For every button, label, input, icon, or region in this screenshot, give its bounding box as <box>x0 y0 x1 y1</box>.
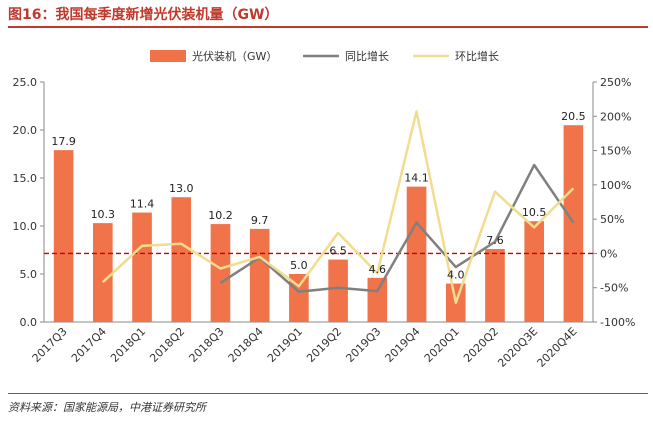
x-tick-label: 2018Q4 <box>226 325 266 365</box>
series-line-环比增长 <box>101 110 575 305</box>
bar-2020Q4E <box>563 125 584 322</box>
y-right-tick-label: -50% <box>600 282 628 295</box>
y-left-tick-label: 25.0 <box>13 76 38 89</box>
x-tick-label: 2020Q4E <box>535 325 580 370</box>
bar-value-label: 7.6 <box>486 234 504 247</box>
bar-value-label: 14.1 <box>404 172 429 185</box>
y-right-tick-label: 50% <box>600 213 624 226</box>
chart-canvas: 光伏装机（GW） 同比增长 环比增长 0.0 5.0 10.0 15.0 20.0 25.0 -… <box>13 49 636 370</box>
x-tick-label: 2018Q2 <box>147 325 187 365</box>
line-series <box>101 110 575 305</box>
series-line-同比增长 <box>219 163 575 294</box>
x-tick-label: 2020Q3E <box>495 325 540 370</box>
bar-2018Q4 <box>249 228 270 322</box>
x-tick-label: 2019Q2 <box>304 325 344 365</box>
x-tick-label: 2019Q4 <box>383 325 423 365</box>
title-rule <box>8 26 648 28</box>
bar-2019Q2 <box>328 259 348 322</box>
bar-value-label: 10.2 <box>208 209 233 222</box>
y-right-tick-label: 100% <box>600 179 631 192</box>
source-rule <box>8 393 648 394</box>
y-right-tick-label: 0% <box>600 247 617 260</box>
legend-swatch-bar <box>150 50 186 62</box>
bar-2020Q2 <box>485 249 505 322</box>
x-tick-label: 2019Q3 <box>343 325 383 365</box>
legend-label: 同比增长 <box>345 49 389 63</box>
bar-value-label: 20.5 <box>561 110 586 123</box>
bar-value-label: 4.6 <box>369 263 387 276</box>
y-left-tick-label: 0.0 <box>20 316 38 329</box>
source-note: 资料来源：国家能源局，中港证券研究所 <box>8 401 206 414</box>
legend-label: 环比增长 <box>455 49 499 63</box>
y-left-tick-label: 10.0 <box>13 220 38 233</box>
bar-value-label: 4.0 <box>447 269 465 282</box>
figure-title: 图16：我国每季度新增光伏装机量（GW） <box>8 7 279 23</box>
bar-2018Q2 <box>171 197 192 322</box>
y-right-tick-label: 250% <box>600 76 631 89</box>
bar-2017Q4 <box>93 223 113 322</box>
bar-value-label: 10.3 <box>91 208 116 221</box>
x-axis-labels: 2017Q3 2017Q4 2018Q1 2018Q2 2018Q3 2018Q4 2019… <box>30 325 580 370</box>
data-labels: 17.9 10.3 11.4 13.0 10.2 9.7 5.0 6.5 4.6 14.1 4.0 7… <box>51 110 585 281</box>
bar-value-label: 17.9 <box>51 135 76 148</box>
bar-value-label: 9.7 <box>251 214 269 227</box>
x-tick-label: 2020Q2 <box>461 325 501 365</box>
bar-2019Q3 <box>367 277 388 322</box>
x-tick-label: 2019Q1 <box>265 325 305 365</box>
bar-value-label: 6.5 <box>329 245 347 258</box>
bar-value-label: 10.5 <box>522 206 547 219</box>
bar-2018Q1 <box>132 212 152 322</box>
x-tick-label: 2017Q3 <box>30 325 70 365</box>
x-tick-label: 2017Q4 <box>69 325 109 365</box>
x-tick-label: 2018Q3 <box>187 325 227 365</box>
y-right-tick-label: 200% <box>600 110 631 123</box>
y-right-tick-label: 150% <box>600 145 631 158</box>
y-left-tick-label: 20.0 <box>13 124 38 137</box>
y-left-tick-label: 15.0 <box>13 172 38 185</box>
x-tick-label: 2020Q1 <box>422 325 462 365</box>
bar-value-label: 13.0 <box>169 182 194 195</box>
y-left-tick-label: 5.0 <box>20 268 38 281</box>
bar-2019Q4 <box>406 186 427 322</box>
bar-value-label: 5.0 <box>290 259 308 272</box>
bar-2020Q3E <box>524 221 544 322</box>
x-tick-label: 2018Q1 <box>108 325 148 365</box>
bar-value-label: 11.4 <box>130 198 155 211</box>
y-right-tick-label: -100% <box>600 316 635 329</box>
legend-label: 光伏装机（GW） <box>192 49 277 63</box>
bar-series <box>53 125 584 322</box>
bar-2017Q3 <box>53 150 74 322</box>
legend: 光伏装机（GW） 同比增长 环比增长 <box>150 49 499 63</box>
bar-2018Q3 <box>210 224 231 322</box>
